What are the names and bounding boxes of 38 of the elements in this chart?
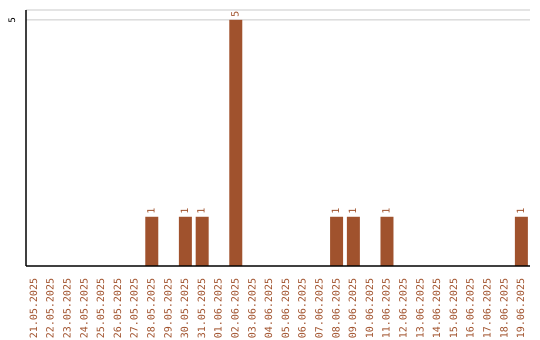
x-tick-label: 30.05.2025 bbox=[180, 278, 192, 338]
x-tick-label: 17.06.2025 bbox=[482, 278, 494, 338]
x-tick-label: 02.06.2025 bbox=[230, 278, 242, 338]
data-label: 5 bbox=[230, 10, 242, 17]
x-tick-label: 21.05.2025 bbox=[28, 278, 40, 338]
x-tick-label: 09.06.2025 bbox=[348, 278, 360, 338]
x-tick-label: 11.06.2025 bbox=[382, 278, 393, 338]
x-tick-label: 26.05.2025 bbox=[112, 278, 124, 338]
x-tick-label: 06.06.2025 bbox=[298, 278, 309, 338]
x-tick-label: 22.05.2025 bbox=[46, 278, 57, 338]
data-label: 1 bbox=[381, 208, 392, 214]
x-tick-label: 31.05.2025 bbox=[196, 278, 208, 338]
x-tick-label: 01.06.2025 bbox=[214, 278, 225, 338]
x-tick-label: 15.06.2025 bbox=[448, 278, 460, 338]
x-tick-label: 27.05.2025 bbox=[130, 278, 141, 338]
x-tick-label: 07.06.2025 bbox=[314, 278, 326, 338]
data-label: 1 bbox=[196, 208, 208, 214]
x-tick-label: 03.06.2025 bbox=[247, 278, 258, 338]
x-tick-label: 04.06.2025 bbox=[264, 278, 276, 338]
data-label: 1 bbox=[146, 208, 158, 214]
x-tick-label: 16.06.2025 bbox=[466, 278, 477, 338]
x-tick-label: 08.06.2025 bbox=[331, 278, 342, 338]
data-label: 1 bbox=[331, 208, 342, 214]
x-tick-label: 10.06.2025 bbox=[364, 278, 376, 338]
x-tick-label: 29.05.2025 bbox=[163, 278, 174, 338]
data-label: 1 bbox=[180, 208, 191, 214]
x-tick-label: 14.06.2025 bbox=[432, 278, 444, 338]
x-tick-label: 05.06.2025 bbox=[280, 278, 292, 338]
x-tick-label: 13.06.2025 bbox=[415, 278, 426, 338]
data-label: 1 bbox=[348, 208, 359, 214]
x-tick-label: 25.05.2025 bbox=[96, 278, 108, 338]
x-tick-label: 23.05.2025 bbox=[62, 278, 74, 338]
x-tick-label: 18.06.2025 bbox=[499, 278, 510, 338]
x-tick-label: 12.06.2025 bbox=[398, 278, 410, 338]
x-tick-label: 28.05.2025 bbox=[146, 278, 158, 338]
x-tick-label: 19.06.2025 bbox=[516, 278, 528, 338]
x-tick-label: 24.05.2025 bbox=[79, 278, 90, 338]
data-label: 1 bbox=[516, 208, 527, 214]
